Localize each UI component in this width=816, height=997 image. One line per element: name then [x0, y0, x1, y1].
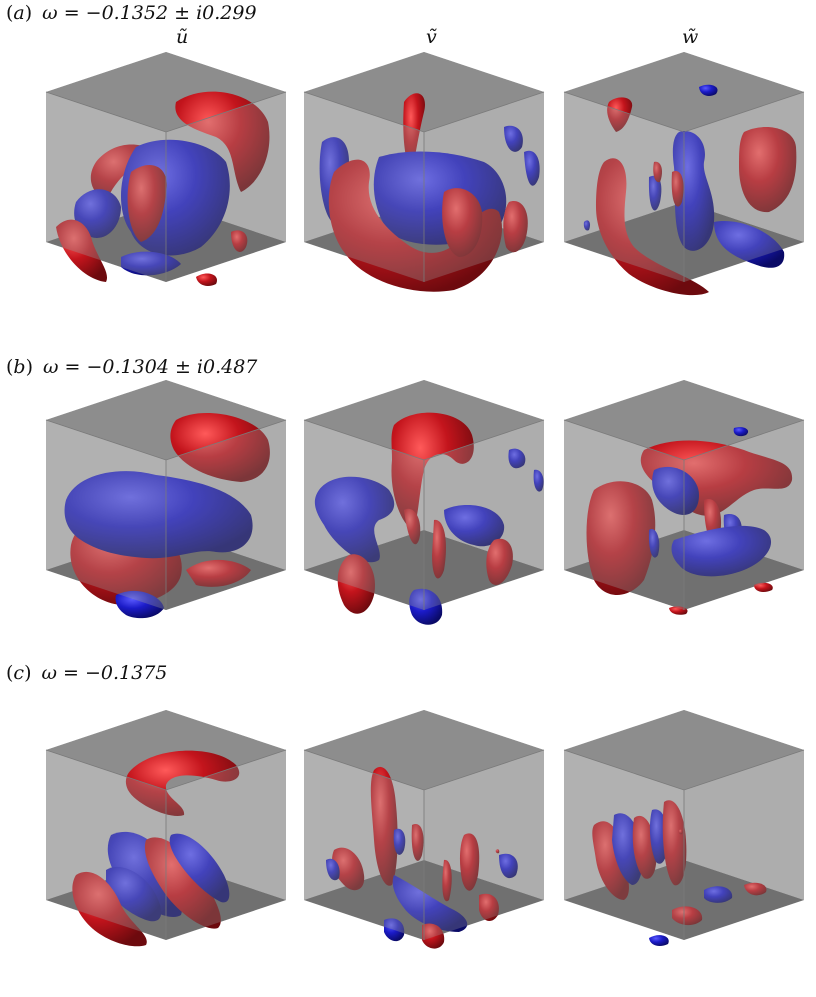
- omega-a: ω = −0.1352 ± i0.299: [42, 2, 257, 24]
- cube-b-w: [554, 380, 814, 630]
- panel-label-a: (a) ω = −0.1352 ± i0.299: [6, 2, 257, 24]
- omega-b: ω = −0.1304 ± i0.487: [43, 356, 258, 378]
- panel-label-c: (c) ω = −0.1375: [6, 662, 168, 684]
- blue-isosurface: [649, 935, 669, 946]
- cube-a-v: [294, 52, 554, 302]
- cube-c-v: [294, 710, 554, 960]
- cube-a-w: [554, 52, 814, 302]
- omega-c: ω = −0.1375: [41, 662, 168, 684]
- cube-c-w: [554, 710, 814, 960]
- blue-isosurface: [733, 427, 749, 437]
- red-isosurface: [196, 273, 217, 286]
- panel-label-b: (b) ω = −0.1304 ± i0.487: [6, 356, 258, 378]
- column-header-w: w̃: [682, 26, 699, 48]
- cube-b-u: [36, 380, 296, 630]
- blue-isosurface: [699, 84, 718, 96]
- cube-a-u: [36, 52, 296, 302]
- cube-c-u: [36, 710, 296, 960]
- cube-b-v: [294, 380, 554, 630]
- column-header-u: ũ: [176, 26, 189, 48]
- column-header-v: ṽ: [426, 26, 437, 48]
